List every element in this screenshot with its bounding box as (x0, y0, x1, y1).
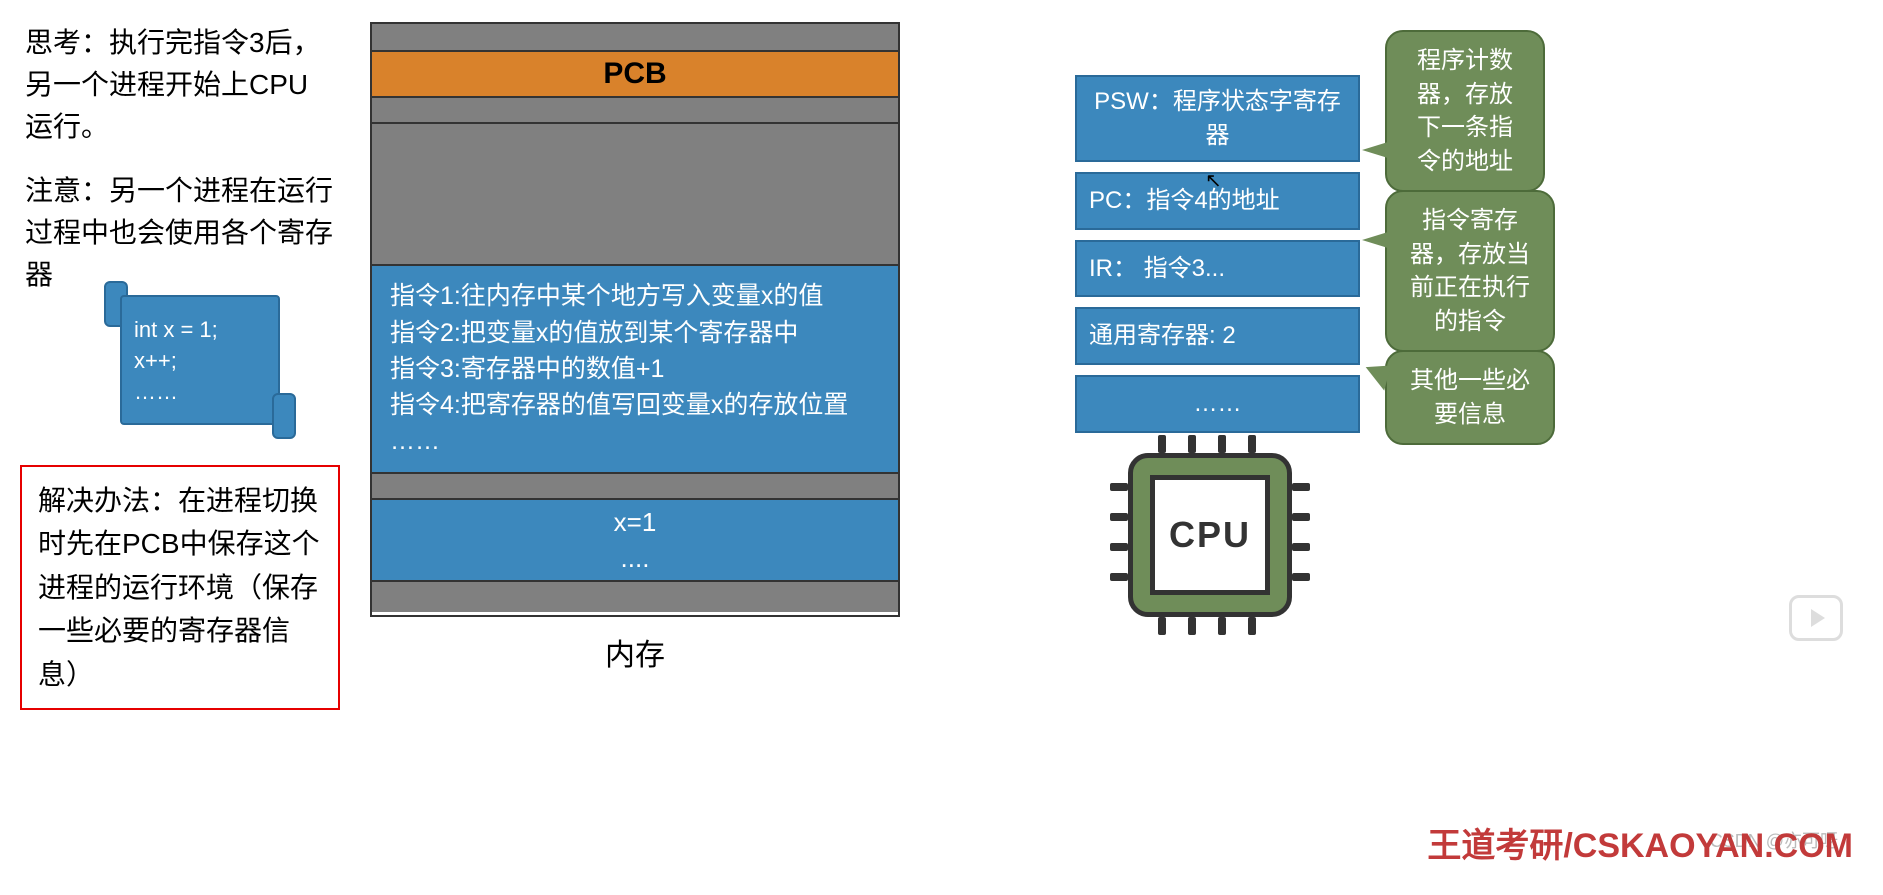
code-line: int x = 1; (134, 315, 266, 346)
mem-segment-gray (372, 124, 898, 266)
mem-segment-data: x=1 .... (372, 500, 898, 582)
callout-ir: 指令寄存器，存放当前正在执行的指令 (1385, 190, 1555, 352)
code-line: …… (134, 377, 266, 408)
memory-label: 内存 (370, 630, 900, 674)
instruction-line: 指令3:寄存器中的数值+1 (390, 351, 880, 387)
mem-segment-gray (372, 474, 898, 500)
callout-pc: 程序计数器，存放下一条指令的地址 (1385, 30, 1545, 192)
watermark-brand: 王道考研/CSKAOYAN.COM (1427, 818, 1853, 867)
think-text: 思考：执行完指令3后，另一个进程开始上CPU运行。 (25, 22, 335, 148)
cpu-chip-icon: CPU (1110, 435, 1310, 635)
mem-segment-instructions: 指令1:往内存中某个地方写入变量x的值 指令2:把变量x的值放到某个寄存器中 指… (372, 266, 898, 474)
data-line: .... (621, 540, 650, 576)
memory-diagram: PCB 指令1:往内存中某个地方写入变量x的值 指令2:把变量x的值放到某个寄存… (370, 22, 900, 617)
code-body: int x = 1; x++; …… (120, 295, 280, 425)
note-text: 注意：另一个进程在运行过程中也会使用各个寄存器 (25, 170, 335, 296)
mem-segment-gray (372, 582, 898, 612)
instruction-line: 指令2:把变量x的值放到某个寄存器中 (390, 315, 880, 351)
solution-box: 解决办法：在进程切换时先在PCB中保存这个进程的运行环境（保存一些必要的寄存器信… (20, 465, 340, 710)
instruction-line: …… (390, 423, 880, 459)
mem-segment-gray (372, 24, 898, 52)
instruction-line: 指令1:往内存中某个地方写入变量x的值 (390, 278, 880, 314)
cursor-icon: ↖ (1205, 168, 1222, 193)
code-line: x++; (134, 346, 266, 377)
register-psw: PSW：程序状态字寄存器 (1075, 75, 1360, 162)
callout-tail-icon (1362, 232, 1388, 248)
register-list: PSW：程序状态字寄存器 PC：指令4的地址 IR： 指令3... 通用寄存器:… (1075, 75, 1360, 443)
video-play-icon (1789, 595, 1843, 641)
mem-segment-gray (372, 98, 898, 124)
cpu-label: CPU (1150, 475, 1270, 595)
callout-tail-icon (1362, 142, 1388, 158)
data-line: x=1 (614, 504, 657, 540)
register-gpr: 通用寄存器: 2 (1075, 307, 1360, 365)
instruction-line: 指令4:把寄存器的值写回变量x的存放位置 (390, 387, 880, 423)
code-scroll: int x = 1; x++; …… (100, 285, 300, 435)
register-more: …… (1075, 375, 1360, 433)
register-ir: IR： 指令3... (1075, 240, 1360, 298)
callout-other: 其他一些必要信息 (1385, 350, 1555, 445)
mem-segment-pcb: PCB (372, 52, 898, 98)
scroll-cap-icon (272, 393, 296, 439)
